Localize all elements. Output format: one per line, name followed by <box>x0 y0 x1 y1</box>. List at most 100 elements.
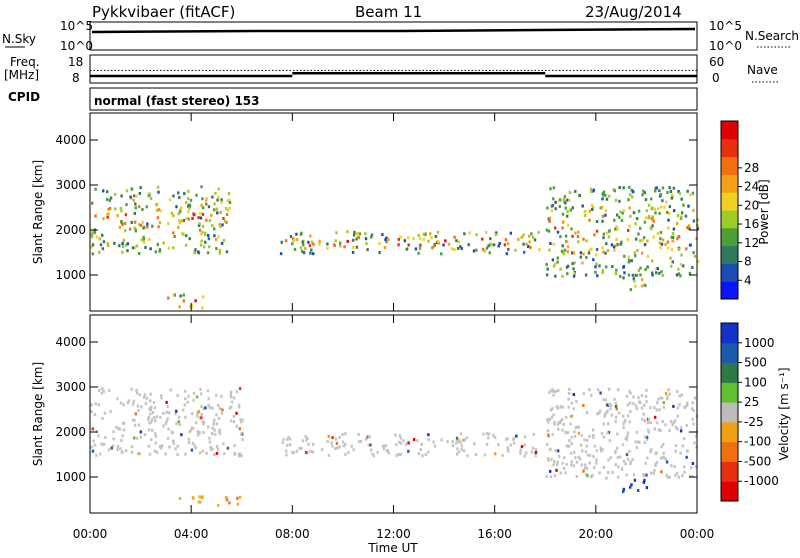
data-cell <box>626 457 630 461</box>
data-cell <box>545 475 548 479</box>
data-cell <box>236 502 240 506</box>
data-cell <box>199 216 203 220</box>
data-cell <box>188 203 191 207</box>
data-cell <box>628 224 631 228</box>
ytick-label: 1000 <box>55 268 86 282</box>
data-cell <box>577 425 580 429</box>
data-cell <box>141 220 144 224</box>
data-cell <box>657 428 661 432</box>
data-cell <box>237 403 241 407</box>
data-cell <box>291 451 294 455</box>
data-cell <box>232 396 236 400</box>
data-cell <box>427 438 430 442</box>
data-cell <box>670 464 673 468</box>
data-cell <box>564 431 567 435</box>
data-cell <box>604 209 608 213</box>
data-cell <box>190 448 194 452</box>
data-cell <box>573 272 576 276</box>
data-cell <box>180 433 183 437</box>
data-cell <box>208 219 212 223</box>
colorbar-swatch <box>721 421 738 443</box>
data-cell <box>598 471 601 475</box>
data-cell <box>137 409 140 413</box>
colorbar-swatch <box>721 362 738 383</box>
data-cell <box>475 233 478 237</box>
data-cell <box>562 423 565 426</box>
data-cell <box>643 403 646 407</box>
data-cell <box>327 434 330 438</box>
data-cell <box>622 276 625 280</box>
data-cell <box>683 470 686 474</box>
data-cell <box>685 423 688 427</box>
data-cell <box>590 203 594 207</box>
xtick-label: 20:00 <box>579 527 614 541</box>
data-cell <box>172 194 175 198</box>
data-cell <box>645 437 649 441</box>
data-cell <box>665 460 669 464</box>
data-cell <box>607 458 610 462</box>
nave-label: Nave <box>747 63 778 77</box>
colorbar-tick-label: 8 <box>744 255 752 269</box>
data-cell <box>201 306 204 310</box>
data-cell <box>566 250 569 254</box>
data-cell <box>307 240 310 244</box>
colorbar-tick-label: 500 <box>744 356 767 370</box>
data-cell <box>634 404 638 408</box>
data-cell <box>568 439 571 443</box>
data-cell <box>112 444 115 448</box>
data-cell <box>130 450 134 454</box>
data-cell <box>548 248 551 252</box>
colorbar-swatch <box>721 138 738 158</box>
data-cell <box>97 403 100 407</box>
data-cell <box>672 227 676 231</box>
data-cell <box>599 391 602 395</box>
data-cell <box>172 231 175 235</box>
data-cell <box>661 420 664 423</box>
data-cell <box>633 478 637 482</box>
data-cell <box>520 445 524 449</box>
data-cell <box>150 438 153 441</box>
data-cell <box>677 475 680 479</box>
data-cell <box>672 186 676 190</box>
data-cell <box>552 197 555 201</box>
data-cell <box>355 245 359 249</box>
data-cell <box>192 391 196 395</box>
data-cell <box>645 486 649 490</box>
data-cell <box>434 235 438 238</box>
data-cell <box>189 428 193 432</box>
colorbar-swatch <box>721 192 738 211</box>
data-cell <box>239 418 242 422</box>
data-cell <box>219 225 222 229</box>
data-cell <box>574 189 577 193</box>
data-cell <box>693 441 696 445</box>
data-cell <box>683 437 686 441</box>
data-cell <box>334 437 338 441</box>
data-cell <box>405 247 409 251</box>
data-cell <box>505 437 508 441</box>
data-cell <box>284 239 288 243</box>
data-cell <box>559 419 563 423</box>
data-cell <box>338 445 341 449</box>
data-cell <box>612 245 616 249</box>
data-cell <box>630 259 633 263</box>
data-cell <box>647 430 651 434</box>
data-cell <box>201 495 204 499</box>
colorbar-tick-label: 24 <box>744 180 759 194</box>
data-cell <box>655 421 659 425</box>
data-cell <box>287 436 290 439</box>
data-cell <box>627 255 630 259</box>
data-cell <box>197 251 201 255</box>
data-cell <box>154 441 157 445</box>
data-cell <box>142 226 145 230</box>
data-cell <box>385 236 388 240</box>
data-cell <box>692 208 695 212</box>
data-cell <box>528 234 531 238</box>
data-cell <box>622 426 625 430</box>
data-cell <box>457 246 460 250</box>
colorbar-tick-label: 20 <box>744 198 759 212</box>
data-cell <box>218 222 221 226</box>
data-cell <box>523 443 526 447</box>
data-cell <box>406 236 410 240</box>
data-cell <box>626 435 629 439</box>
data-cell <box>384 444 387 448</box>
